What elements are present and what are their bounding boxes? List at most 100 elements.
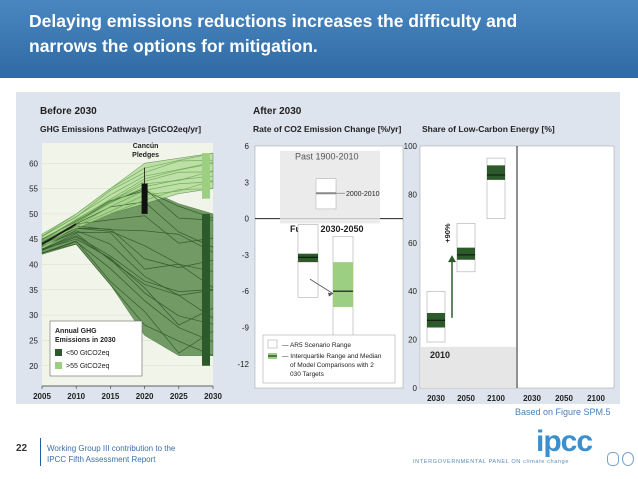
y-tick-low-carbon: 100	[404, 142, 418, 151]
iqr-box-co2-1	[333, 262, 353, 307]
footer-line-1: Working Group III contribution to the	[47, 444, 176, 453]
legend-title-ghg-2: Emissions in 2030	[55, 337, 116, 344]
x-tick-ghg: 2020	[136, 392, 154, 401]
footer-credit: Working Group III contribution to the IP…	[47, 443, 207, 465]
x-tick-low-carbon: 2030	[427, 394, 445, 403]
pathway-line	[41, 159, 214, 237]
baseline-panel-2010	[421, 346, 516, 388]
source-note: Based on Figure SPM.5	[515, 407, 611, 417]
legend-label-iqr: — Interquartile Range and Median	[282, 353, 382, 360]
pathway-line	[41, 231, 214, 288]
pathway-line	[41, 163, 214, 241]
y-tick-ghg: 25	[29, 336, 38, 345]
y-tick-co2-rate: 3	[245, 178, 250, 187]
x-tick-low-carbon: 2050	[555, 394, 573, 403]
y-tick-ghg: 50	[29, 210, 38, 219]
pathway-line	[41, 235, 214, 292]
pathway-line	[41, 233, 214, 319]
ipcc-logo-subtitle: INTERGOVERNMENTAL PANEL ON climate chang…	[413, 459, 570, 465]
pathway-line	[41, 225, 214, 253]
pathway-line	[41, 243, 214, 356]
y-tick-ghg: 45	[29, 235, 38, 244]
x-tick-ghg: 2030	[204, 392, 222, 401]
y-tick-ghg: 35	[29, 286, 38, 295]
section-title-before: Before 2030	[40, 106, 97, 117]
pathway-line	[41, 238, 214, 326]
cancun-pledges-label-2: Pledges	[132, 152, 159, 159]
unep-logo-icon	[622, 452, 634, 466]
chart-title-ghg: GHG Emissions Pathways [GtCO2eq/yr]	[40, 124, 201, 134]
chart-title-co2-rate: Rate of CO2 Emission Change [%/yr]	[253, 124, 401, 134]
slide-title: Delaying emissions reductions increases …	[29, 11, 518, 56]
y-tick-ghg: 40	[29, 261, 38, 270]
page-number: 22	[16, 443, 28, 454]
y-tick-co2-rate: -9	[242, 324, 250, 333]
side-bar-below-50	[202, 213, 210, 366]
y-tick-low-carbon: 0	[413, 384, 418, 393]
ipcc-logo: ipcc	[536, 425, 593, 458]
title-banner	[0, 0, 638, 78]
chart-title-low-carbon: Share of Low-Carbon Energy [%]	[422, 124, 555, 134]
y-tick-ghg: 55	[29, 185, 38, 194]
x-tick-ghg: 2025	[170, 392, 188, 401]
legend-box-co2-rate	[262, 334, 396, 384]
iqr-box-low-carbon-2050	[457, 247, 475, 260]
section-title-after: After 2030	[253, 106, 302, 117]
x-tick-ghg: 2005	[33, 392, 51, 401]
delay-arrow-line	[309, 278, 334, 294]
wmo-logo-icon	[607, 452, 619, 466]
legend-label-iqr-2: of Model Comparisons with 2	[290, 362, 374, 369]
pathway-line	[41, 152, 214, 237]
y-tick-co2-rate: -12	[237, 360, 249, 369]
legend-label-below-50: <50 GtCO2eq	[66, 350, 109, 357]
increase-arrow-head	[448, 255, 456, 263]
iqr-box-low-carbon-2100	[487, 165, 505, 180]
side-bar-above-55	[202, 153, 210, 199]
y-tick-low-carbon: 40	[408, 287, 417, 296]
footer-line-2: IPCC Fifth Assessment Report	[47, 455, 156, 464]
legend-swatch-below-50	[55, 349, 62, 356]
legend-title-ghg: Annual GHG	[55, 328, 97, 335]
legend-box-ghg	[49, 320, 143, 377]
cancun-pledges-bar	[141, 183, 148, 214]
pathway-line	[41, 236, 214, 325]
legend-label-iqr-3: 030 Targets	[290, 371, 325, 378]
past-tick-label: 2000-2010	[346, 191, 380, 198]
y-tick-low-carbon: 80	[408, 190, 417, 199]
future-period-label: Future 2030-2050	[290, 224, 364, 234]
pathway-line	[41, 227, 214, 272]
pathway-line	[41, 240, 214, 354]
y-tick-co2-rate: -6	[242, 287, 250, 296]
cancun-pledges-label: Cancún	[133, 143, 159, 150]
y-tick-co2-rate: 0	[245, 215, 250, 224]
legend-label-range: — AR5 Scenario Range	[282, 342, 351, 349]
legend-swatch-range	[267, 339, 278, 349]
legend-swatch-above-55	[55, 362, 62, 369]
x-tick-low-carbon: 2050	[457, 394, 475, 403]
baseline-label-2010: 2010	[430, 350, 450, 360]
increase-label: +90%	[443, 223, 452, 243]
y-tick-co2-rate: -3	[242, 251, 250, 260]
y-tick-ghg: 30	[29, 311, 38, 320]
x-tick-ghg: 2010	[67, 392, 85, 401]
legend-label-above-55: >55 GtCO2eq	[66, 363, 109, 370]
delay-arrow-head	[328, 292, 333, 297]
pathway-line	[41, 188, 214, 240]
pathway-line	[41, 181, 214, 247]
y-tick-ghg: 20	[29, 362, 38, 371]
x-tick-ghg: 2015	[102, 392, 120, 401]
y-tick-low-carbon: 60	[408, 239, 417, 248]
y-tick-ghg: 60	[29, 159, 38, 168]
pathway-line	[41, 230, 214, 296]
y-tick-co2-rate: 6	[245, 142, 250, 151]
pathway-line	[41, 171, 214, 243]
x-tick-low-carbon: 2030	[523, 394, 541, 403]
pathway-line	[41, 241, 214, 343]
iqr-box-co2-0	[298, 253, 318, 263]
y-tick-low-carbon: 20	[408, 336, 417, 345]
x-tick-low-carbon: 2100	[587, 394, 605, 403]
x-tick-low-carbon: 2100	[487, 394, 505, 403]
historical-line	[41, 223, 77, 246]
past-period-label: Past 1900-2010	[295, 151, 359, 161]
